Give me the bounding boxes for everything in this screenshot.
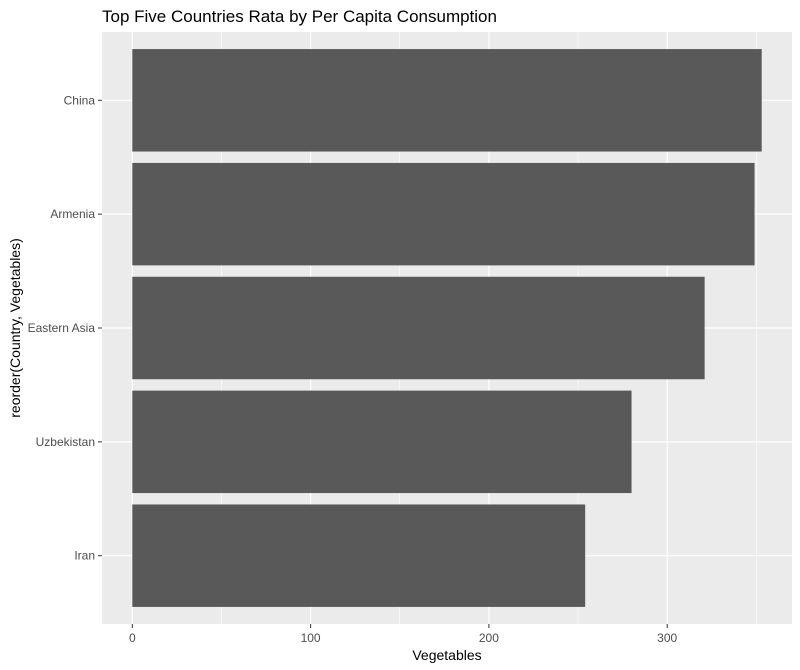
x-tick-label: 0 xyxy=(129,631,136,645)
axes: 0 100 200 300 Iran Uzbekistan Eastern Asia Arme… xyxy=(28,93,678,645)
bar-uzbekistan xyxy=(132,390,632,494)
x-tick-label: 200 xyxy=(479,631,499,645)
y-tick-label: Eastern Asia xyxy=(28,321,96,335)
chart-title: Top Five Countries Rata by Per Capita Co… xyxy=(102,7,497,26)
y-tick-label: Uzbekistan xyxy=(36,435,95,449)
bar-armenia xyxy=(132,162,755,266)
y-tick-label: China xyxy=(64,93,96,107)
y-tick-label: Armenia xyxy=(50,207,95,221)
bars xyxy=(132,49,762,607)
y-tick-label: Iran xyxy=(74,549,95,563)
bar-iran xyxy=(132,504,586,607)
x-tick-label: 100 xyxy=(301,631,321,645)
x-axis-title: Vegetables xyxy=(412,647,481,663)
y-axis-title: reorder(Country, Vegetables) xyxy=(7,238,23,418)
bar-china xyxy=(132,49,762,152)
bar-eastern-asia xyxy=(132,276,705,380)
x-tick-label: 300 xyxy=(657,631,677,645)
